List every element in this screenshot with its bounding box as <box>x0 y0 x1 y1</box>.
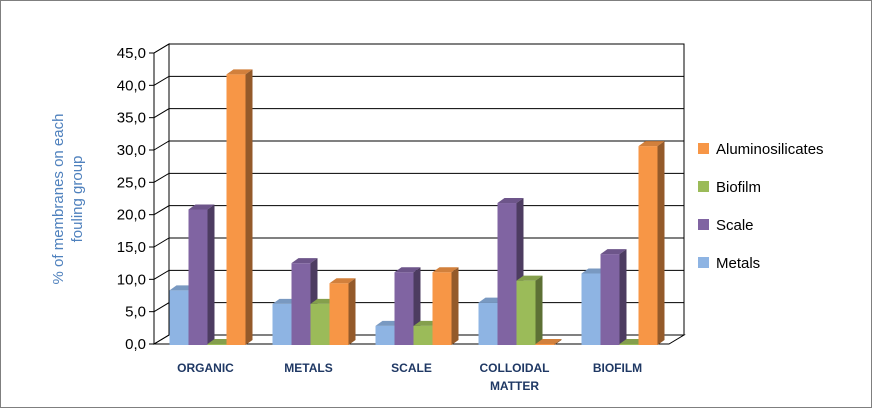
y-tick-label: 45,0 <box>117 45 146 62</box>
bar-top <box>329 278 356 284</box>
bar-front <box>497 203 517 345</box>
legend-label: Metals <box>716 255 760 272</box>
bar-front <box>600 254 620 345</box>
y-tick-label: 0,0 <box>125 336 146 353</box>
bar-front <box>310 303 330 345</box>
y-tick-label: 25,0 <box>117 174 146 191</box>
legend-label: Scale <box>716 217 754 234</box>
bar-side <box>535 275 543 345</box>
gridline <box>153 108 684 119</box>
legend-swatch <box>698 143 709 154</box>
bar-front <box>413 325 433 345</box>
bar-top <box>497 198 524 204</box>
y-tick-label: 15,0 <box>117 239 146 256</box>
bar-front <box>291 263 311 345</box>
y-axis-label: % of membranes on each fouling group <box>50 114 86 285</box>
bar-front <box>432 272 452 345</box>
legend-label: Aluminosilicates <box>716 141 824 158</box>
bar-top <box>535 339 562 344</box>
y-tick-label: 35,0 <box>117 110 146 127</box>
category-label: COLLOIDAL <box>480 361 550 375</box>
bar <box>329 278 356 345</box>
category-label: METALS <box>284 361 332 375</box>
bar-side <box>451 267 459 345</box>
bar-front <box>272 303 292 345</box>
y-tick-label: 20,0 <box>117 207 146 224</box>
gridline <box>153 172 684 183</box>
bar-front <box>169 290 189 345</box>
y-axis-label-line: fouling group <box>69 156 86 243</box>
bar <box>226 69 253 345</box>
bar-front <box>535 344 555 345</box>
legend-swatch <box>698 181 709 192</box>
bar-front <box>581 273 601 345</box>
bar-top <box>600 249 627 255</box>
y-tick-label: 40,0 <box>117 77 146 94</box>
bar-front <box>619 344 639 345</box>
bar-side <box>619 249 627 345</box>
bar-top <box>291 258 318 264</box>
category-label: SCALE <box>391 361 432 375</box>
legend-item: Aluminosilicates <box>698 141 824 158</box>
category-labels: ORGANIC METALS SCALE COLLOIDAL MATTER BIOFILM <box>177 361 642 393</box>
bar-front <box>478 302 498 345</box>
y-axis-label-line: % of membranes on each <box>50 114 67 285</box>
bar-front <box>375 325 395 345</box>
legend-swatch <box>698 257 709 268</box>
bar-top <box>188 204 215 210</box>
legend-swatch <box>698 219 709 230</box>
bar-top <box>638 141 665 147</box>
legend: Aluminosilicates Biofilm Scale Metals <box>698 141 824 272</box>
bar-top <box>394 267 421 273</box>
bar <box>600 249 627 345</box>
gridline <box>153 140 684 151</box>
bar-front <box>188 209 208 345</box>
category-label: ORGANIC <box>177 361 234 375</box>
bar <box>535 339 562 345</box>
bar-top <box>226 69 253 75</box>
bar-side <box>207 204 215 345</box>
bar-front <box>329 283 349 345</box>
category-label: MATTER <box>490 379 539 393</box>
bar-side <box>554 339 562 345</box>
bar-side <box>657 141 665 345</box>
bar-side <box>348 278 356 345</box>
bar-top <box>432 267 459 273</box>
legend-item: Scale <box>698 217 754 234</box>
legend-item: Metals <box>698 255 760 272</box>
bar-front <box>516 280 536 345</box>
bar <box>516 275 543 345</box>
y-tick-label: 10,0 <box>117 271 146 288</box>
gridline <box>153 43 684 54</box>
bar-front <box>207 344 227 345</box>
bar-front <box>638 146 658 345</box>
bar-side <box>245 69 253 345</box>
bar-front <box>226 74 246 345</box>
category-label: BIOFILM <box>593 361 642 375</box>
y-tick-label: 30,0 <box>117 142 146 159</box>
y-tick-labels: 0,0 5,0 10,0 15,0 20,0 25,0 30,0 35,0 40,0 45,0 <box>117 45 146 353</box>
bar-front <box>394 272 414 345</box>
y-tick-label: 5,0 <box>125 304 146 321</box>
bars <box>169 69 665 345</box>
bar <box>638 141 665 345</box>
bar <box>188 204 215 345</box>
legend-item: Biofilm <box>698 179 761 196</box>
bar <box>432 267 459 345</box>
bar-top <box>516 275 543 281</box>
legend-label: Biofilm <box>716 179 761 196</box>
gridline <box>153 75 684 86</box>
side-wall <box>153 43 170 345</box>
